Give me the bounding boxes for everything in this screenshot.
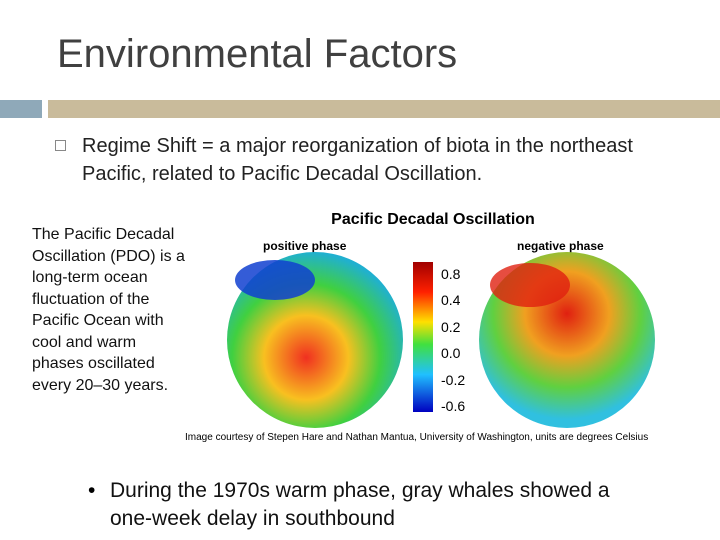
title: Environmental Factors [57,32,458,76]
phase-label: positive phase [263,239,347,253]
cold-region [235,260,315,300]
side-text: The Pacific Decadal Oscillation (PDO) is… [32,226,185,394]
caption: Image courtesy of Stepen Hare and Nathan… [185,432,648,443]
bullet-text: Regime Shift = a major reorganization of… [82,135,633,185]
colorbar-label: -0.2 [441,372,465,388]
colorbar-label: 0.8 [441,266,461,282]
colorbar-label: 0.2 [441,319,461,335]
colorbar-label: 0.0 [441,345,461,361]
warm-region [490,263,570,307]
phase-label: negative phase [517,239,604,253]
accent-bar [48,100,720,118]
colorbar [413,262,433,412]
sub-bullet-text: During the 1970s warm phase, gray whales… [110,479,610,530]
colorbar-label: 0.4 [441,292,461,308]
bullet-icon [55,140,66,151]
figure-title: Pacific Decadal Oscillation [331,211,535,228]
colorbar-label: -0.6 [441,398,465,414]
accent-bar [0,100,42,118]
bullet-icon: • [88,479,96,502]
figure: Pacific Decadal Oscillation positive pha… [185,211,655,443]
